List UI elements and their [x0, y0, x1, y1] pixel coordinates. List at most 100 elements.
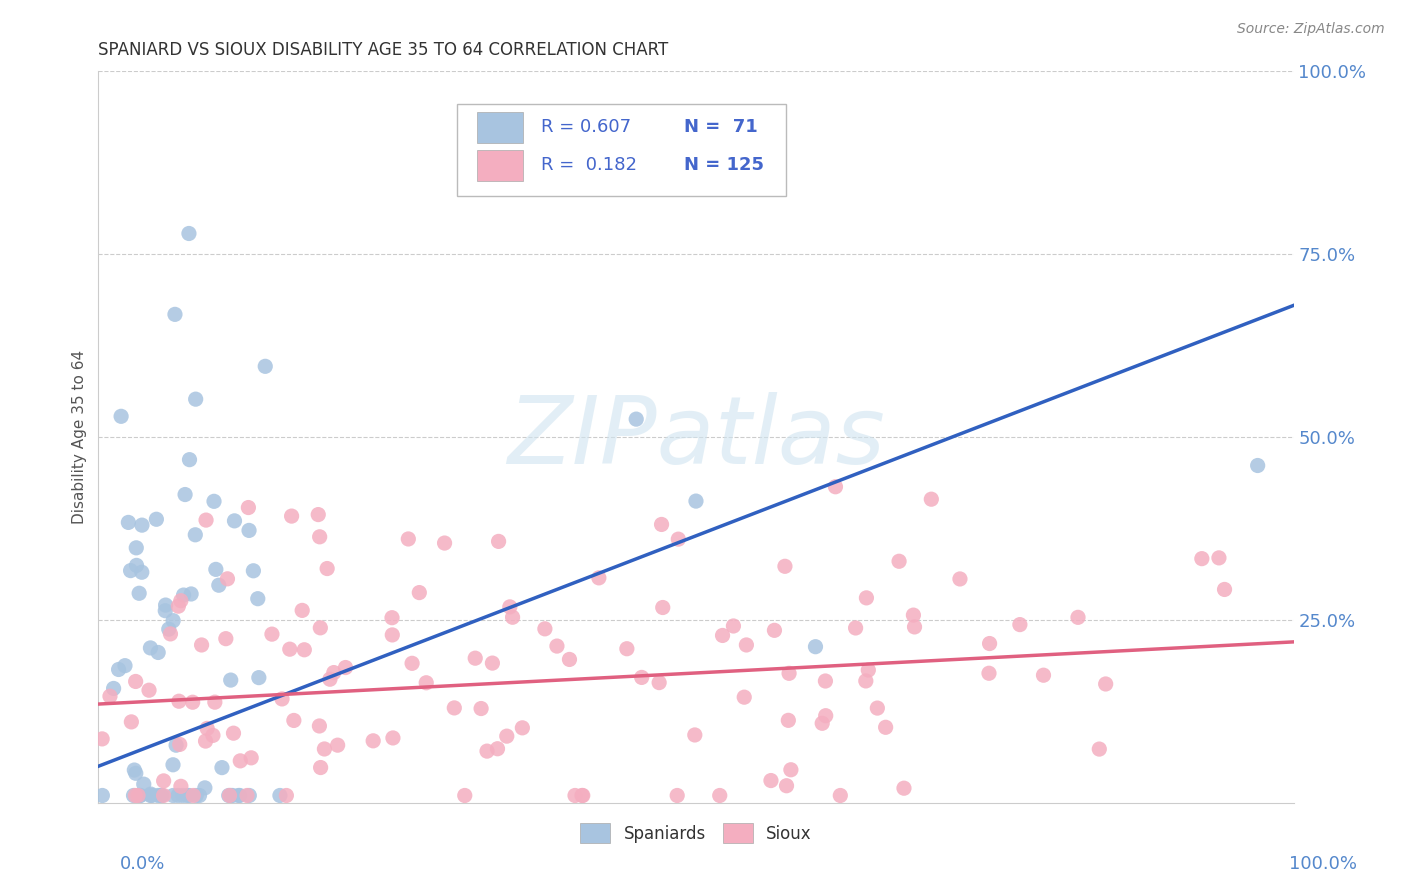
Point [381, 628, 404, 642]
Point [238, 524, 260, 538]
Point [733, 690, 755, 705]
Point [454, 789, 477, 803]
Point [683, 728, 706, 742]
Y-axis label: Disability Age 35 to 64: Disability Age 35 to 64 [72, 350, 87, 524]
Point [159, 627, 181, 641]
Point [564, 789, 586, 803]
Point [195, 513, 218, 527]
Point [759, 773, 782, 788]
Point [811, 716, 834, 731]
Point [128, 789, 150, 803]
Point [139, 789, 162, 803]
Point [205, 562, 228, 576]
Point [381, 731, 404, 745]
Point [162, 614, 184, 628]
Point [103, 681, 125, 696]
Point [139, 640, 162, 655]
Point [1008, 617, 1031, 632]
Point [308, 719, 330, 733]
Text: Source: ZipAtlas.com: Source: ZipAtlas.com [1237, 22, 1385, 37]
Point [215, 632, 238, 646]
Point [855, 591, 877, 605]
Point [475, 744, 498, 758]
Point [195, 722, 218, 736]
Point [110, 409, 132, 424]
Point [763, 624, 786, 638]
Point [280, 509, 302, 524]
Point [616, 641, 638, 656]
Point [132, 777, 155, 791]
Point [218, 789, 240, 803]
Point [129, 789, 152, 803]
Point [165, 738, 187, 752]
Point [155, 598, 177, 612]
Point [190, 638, 212, 652]
Point [887, 554, 910, 568]
Point [146, 789, 169, 803]
Point [172, 789, 194, 803]
Legend: Spaniards, Sioux: Spaniards, Sioux [574, 817, 818, 849]
Point [326, 738, 349, 752]
Point [470, 701, 492, 715]
Point [120, 714, 142, 729]
Point [309, 621, 332, 635]
Point [335, 660, 357, 674]
Point [499, 599, 522, 614]
Point [260, 627, 283, 641]
Point [977, 666, 1000, 681]
Point [486, 741, 509, 756]
Point [194, 734, 217, 748]
Point [221, 789, 243, 803]
Point [396, 532, 419, 546]
Point [512, 721, 534, 735]
Point [309, 760, 332, 774]
Point [558, 652, 581, 666]
Point [308, 530, 330, 544]
Point [1094, 677, 1116, 691]
Point [174, 487, 197, 501]
Point [481, 656, 503, 670]
Point [314, 742, 336, 756]
Point [131, 566, 153, 580]
Point [830, 789, 852, 803]
Point [124, 789, 146, 803]
Point [651, 517, 673, 532]
Point [114, 658, 136, 673]
Point [162, 757, 184, 772]
Point [186, 789, 208, 803]
Point [240, 751, 263, 765]
Point [415, 675, 437, 690]
FancyBboxPatch shape [457, 104, 786, 195]
Point [723, 619, 745, 633]
Point [903, 620, 925, 634]
Point [204, 695, 226, 709]
Point [666, 789, 689, 803]
Point [495, 729, 517, 743]
Point [194, 780, 217, 795]
Point [1247, 458, 1270, 473]
Point [201, 728, 224, 742]
Point [488, 534, 510, 549]
Point [98, 690, 121, 704]
Point [571, 789, 593, 803]
Point [167, 599, 190, 614]
Point [208, 578, 231, 592]
Point [464, 651, 486, 665]
Point [149, 789, 172, 803]
Point [1191, 551, 1213, 566]
Point [246, 591, 269, 606]
Text: N = 125: N = 125 [685, 156, 763, 174]
Point [236, 789, 259, 803]
Point [247, 671, 270, 685]
Point [218, 789, 240, 803]
Point [229, 789, 252, 803]
Point [169, 738, 191, 752]
Point [778, 714, 800, 728]
Point [125, 766, 148, 780]
Point [685, 494, 707, 508]
Point [903, 608, 925, 623]
Point [179, 789, 201, 803]
Point [780, 763, 803, 777]
Point [855, 673, 877, 688]
Point [408, 585, 430, 599]
